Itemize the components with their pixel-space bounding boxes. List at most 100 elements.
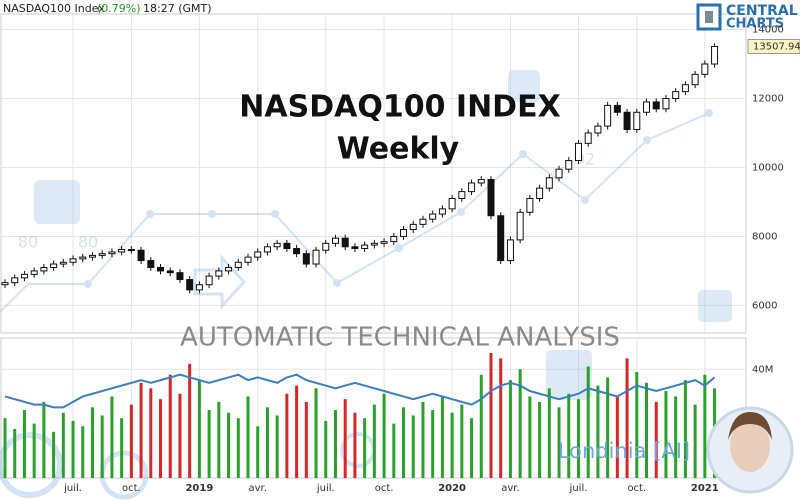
candle-body (69, 258, 77, 263)
candle-body (506, 239, 514, 262)
watermark-arrow (193, 254, 247, 310)
volume-bar (363, 418, 367, 478)
candle-body (429, 213, 437, 220)
candle-body (1, 282, 9, 286)
candle-body (302, 253, 310, 265)
candle-body (312, 249, 320, 265)
volume-bar (285, 393, 289, 478)
candle-body (244, 256, 252, 263)
volume-bar (421, 401, 425, 478)
volume-bar (635, 371, 639, 478)
candle-body (604, 104, 612, 127)
y-tick-label: 40M (752, 364, 773, 375)
watermark-icon (34, 180, 80, 224)
candle-body (448, 198, 456, 210)
volume-bar (693, 404, 697, 478)
candle-body (691, 73, 699, 86)
watermark-dots (84, 109, 713, 288)
x-tick-label: oct. (627, 483, 646, 494)
watermark-circle (0, 432, 63, 498)
volume-bar (382, 393, 386, 478)
x-tick-label: oct. (375, 483, 394, 494)
last-price-tag (747, 38, 800, 54)
volume-bar (3, 418, 7, 478)
candle-body (322, 242, 330, 251)
candle-body (225, 266, 233, 272)
candle-body (40, 266, 48, 272)
candle-body (545, 177, 553, 189)
candle-body (672, 91, 680, 99)
volume-bar (324, 420, 328, 478)
volume-bar (576, 399, 580, 478)
volume-bar (178, 393, 182, 478)
volume-bar (557, 407, 561, 478)
volume-bar (703, 374, 707, 478)
candle-body (497, 215, 505, 262)
candle-body (283, 242, 291, 250)
watermark-icon (546, 350, 592, 400)
candle-body (652, 101, 660, 110)
volume-bar (100, 415, 104, 478)
volume-bar (197, 380, 201, 478)
candle-body (574, 142, 582, 162)
volume-bar (528, 396, 532, 478)
volume-bar (615, 396, 619, 478)
candle-body (127, 249, 135, 252)
candle-body (234, 261, 242, 268)
volume-bar (518, 369, 522, 478)
candle-body (273, 242, 281, 248)
volume-bar (674, 396, 678, 478)
volume-bar (129, 404, 133, 478)
volume-bar (246, 396, 250, 478)
candle-body (147, 260, 155, 268)
y-tick-label: 12000 (752, 93, 784, 104)
candle-body (361, 244, 369, 250)
candle-body (98, 253, 106, 256)
candle-body (79, 256, 87, 260)
y-tick-label: 14000 (752, 25, 784, 36)
logo-top: CENTRAL (726, 3, 798, 19)
candle-body (613, 104, 621, 113)
x-tick-label: juil. (63, 483, 82, 494)
volume-bar (645, 382, 649, 478)
volume-bar (217, 401, 221, 478)
candle-body (59, 261, 67, 265)
watermark-banner: AUTOMATIC TECHNICAL ANALYSIS (180, 323, 620, 353)
volume-bar (508, 380, 512, 478)
candle-body (487, 179, 495, 217)
candle-body (623, 111, 631, 131)
candle-body (390, 235, 398, 243)
volume-bar (61, 412, 65, 478)
candle-body (88, 254, 96, 258)
volume-bar (52, 431, 56, 478)
volume-bar (343, 399, 347, 478)
candle-body (215, 270, 223, 277)
volume-bar (499, 358, 503, 478)
watermark-icon (698, 290, 732, 322)
x-tick-label: 2019 (185, 483, 213, 494)
volume-bar (450, 412, 454, 478)
candle-body (20, 273, 28, 279)
candle-body (157, 266, 165, 272)
candle-body (30, 270, 38, 275)
volume-bar (333, 410, 337, 478)
candle-body (438, 208, 446, 215)
watermark-subtitle: Weekly (337, 132, 460, 167)
volume-bar (227, 412, 231, 478)
logo-bottom: CHARTS (726, 17, 784, 32)
candle-body (351, 246, 359, 250)
volume-bar (207, 410, 211, 478)
candle-body (584, 132, 592, 144)
x-tick-label: juil. (316, 483, 335, 494)
candle-body (468, 182, 476, 193)
volume-bar (547, 388, 551, 478)
candle-body (370, 242, 378, 246)
candle-body (409, 223, 417, 231)
candle-body (205, 275, 213, 286)
volume-bar (139, 382, 143, 478)
candle-body (254, 251, 262, 258)
volume-bar (265, 407, 269, 478)
volume-bar (683, 380, 687, 478)
marks (1, 43, 719, 478)
watermark-score: 80 (78, 233, 98, 252)
